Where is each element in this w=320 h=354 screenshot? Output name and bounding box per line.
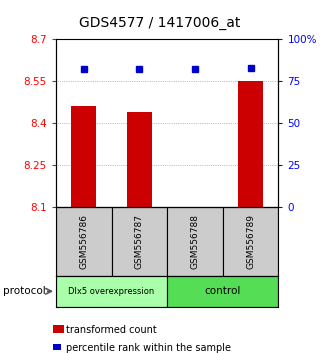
Bar	[56, 207, 112, 276]
Bar	[112, 207, 167, 276]
Text: GSM556789: GSM556789	[246, 214, 255, 269]
Text: GSM556786: GSM556786	[79, 214, 88, 269]
Bar	[56, 276, 167, 307]
Text: transformed count: transformed count	[66, 325, 156, 335]
Text: percentile rank within the sample: percentile rank within the sample	[66, 343, 231, 353]
Text: Dlx5 overexpression: Dlx5 overexpression	[68, 287, 155, 296]
Text: GDS4577 / 1417006_at: GDS4577 / 1417006_at	[79, 16, 241, 30]
Text: control: control	[204, 286, 241, 296]
Bar	[71, 106, 96, 207]
Text: GSM556788: GSM556788	[190, 214, 199, 269]
Text: GSM556787: GSM556787	[135, 214, 144, 269]
Text: protocol: protocol	[3, 286, 46, 296]
Bar	[127, 112, 152, 207]
Bar	[238, 81, 263, 207]
Bar	[167, 207, 223, 276]
Bar	[223, 207, 278, 276]
Bar	[167, 276, 278, 307]
